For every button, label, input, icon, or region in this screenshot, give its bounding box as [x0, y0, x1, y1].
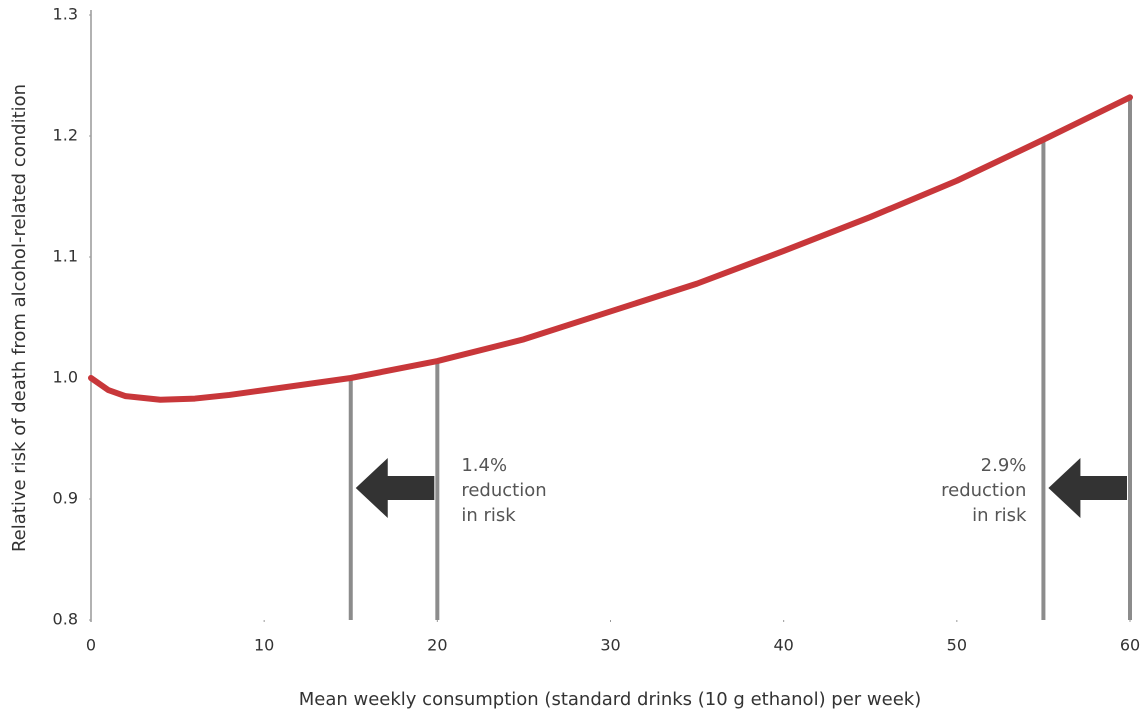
reduction-arrow — [355, 458, 435, 518]
annotation-text: in risk — [972, 505, 1027, 526]
x-tick-label: 60 — [1120, 636, 1140, 655]
x-tick-label: 50 — [947, 636, 967, 655]
x-tick-label: 20 — [427, 636, 447, 655]
x-tick-label: 10 — [254, 636, 274, 655]
y-axis-title: Relative risk of death from alcohol-rela… — [9, 84, 30, 552]
y-tick-label: 1.2 — [53, 126, 78, 145]
risk-curve — [88, 94, 1133, 403]
annotation-text: 1.4% — [461, 455, 507, 476]
y-tick-label: 1.1 — [53, 247, 78, 266]
annotation-text: 2.9% — [981, 455, 1027, 476]
annotation-text: in risk — [461, 505, 516, 526]
x-tick-label: 30 — [600, 636, 620, 655]
x-axis-title: Mean weekly consumption (standard drinks… — [299, 689, 922, 710]
x-tick-label: 40 — [773, 636, 793, 655]
reduction-arrow — [1048, 458, 1127, 518]
y-tick-label: 1.0 — [53, 368, 78, 387]
annotation-text: reduction — [941, 480, 1026, 501]
y-tick-label: 0.8 — [53, 610, 78, 629]
y-tick-label: 1.3 — [53, 5, 78, 24]
x-tick-label: 0 — [86, 636, 96, 655]
y-tick-label: 0.9 — [53, 489, 78, 508]
annotation-text: reduction — [461, 480, 546, 501]
